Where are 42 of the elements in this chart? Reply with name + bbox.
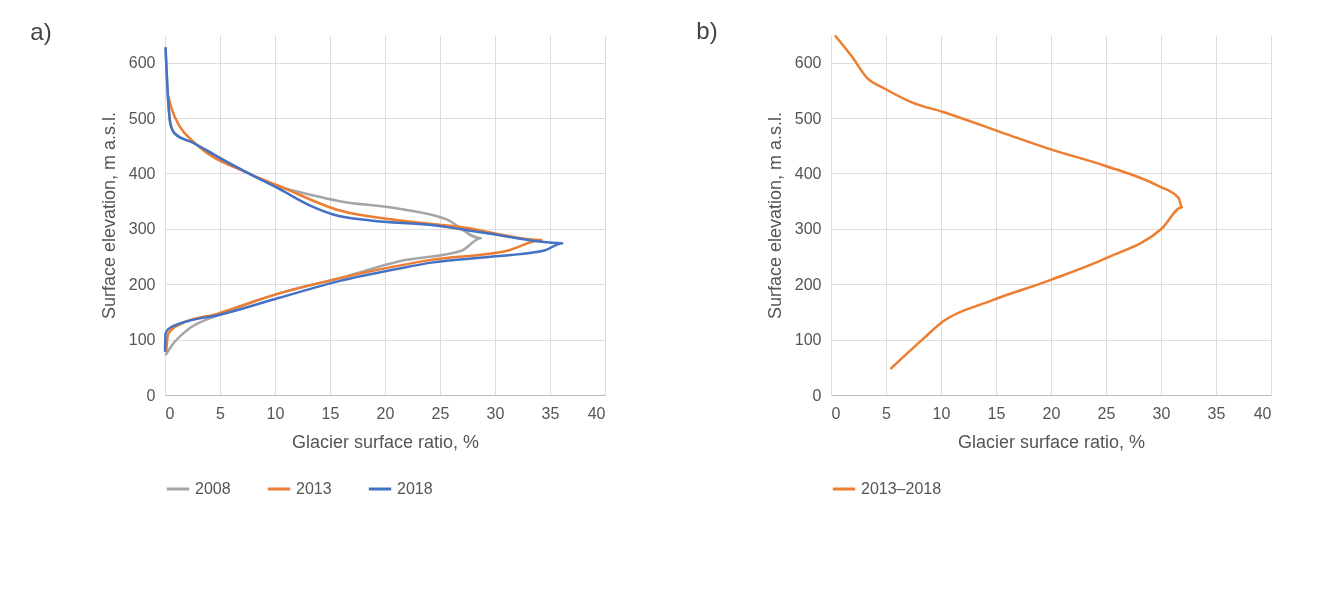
legend-label: 2008 <box>195 480 231 497</box>
y-tick-label: 500 <box>128 109 156 127</box>
x-tick-label: 20 <box>1042 404 1061 422</box>
x-tick-label: 0 <box>165 404 175 422</box>
chart-title: b) <box>696 17 718 45</box>
y-axis-title: Surface elevation, m a.s.l. <box>764 111 785 320</box>
legend-label: 2018 <box>397 480 433 497</box>
x-tick-label: 15 <box>321 404 340 422</box>
y-axis-title: Surface elevation, m a.s.l. <box>98 111 119 320</box>
y-tick-label: 100 <box>128 331 156 349</box>
y-tick-label: 400 <box>794 164 822 182</box>
x-tick-label: 30 <box>486 404 505 422</box>
y-tick-label: 400 <box>128 164 156 182</box>
y-tick-label: 600 <box>794 54 822 72</box>
chart-title: a) <box>30 18 52 45</box>
y-tick-label: 100 <box>794 331 822 349</box>
x-axis-title: Glacier surface ratio, % <box>291 431 480 452</box>
y-tick-label: 500 <box>794 109 822 127</box>
y-tick-label: 200 <box>794 275 822 293</box>
y-tick-label: 300 <box>128 220 156 238</box>
legend-label: 2013 <box>296 480 332 497</box>
x-tick-label: 35 <box>541 404 560 422</box>
y-tick-label: 200 <box>128 275 156 293</box>
x-tick-label: 35 <box>1207 404 1226 422</box>
x-tick-label: 20 <box>376 404 395 422</box>
y-tick-label: 600 <box>128 54 156 72</box>
y-tick-label: 0 <box>146 386 156 404</box>
x-axis-title: Glacier surface ratio, % <box>957 431 1146 452</box>
x-tick-label: 0 <box>831 404 841 422</box>
legend-label: 2013–2018 <box>861 480 942 497</box>
y-tick-label: 0 <box>812 386 822 404</box>
x-tick-label: 10 <box>932 404 951 422</box>
x-tick-label: 30 <box>1152 404 1171 422</box>
x-tick-label: 40 <box>1253 404 1272 422</box>
x-tick-label: 25 <box>1097 404 1116 422</box>
x-tick-label: 40 <box>587 404 606 422</box>
x-tick-label: 10 <box>266 404 285 422</box>
x-tick-label: 5 <box>882 404 892 422</box>
x-tick-label: 25 <box>431 404 450 422</box>
x-tick-label: 15 <box>987 404 1006 422</box>
x-tick-label: 5 <box>216 404 226 422</box>
y-tick-label: 300 <box>794 220 822 238</box>
